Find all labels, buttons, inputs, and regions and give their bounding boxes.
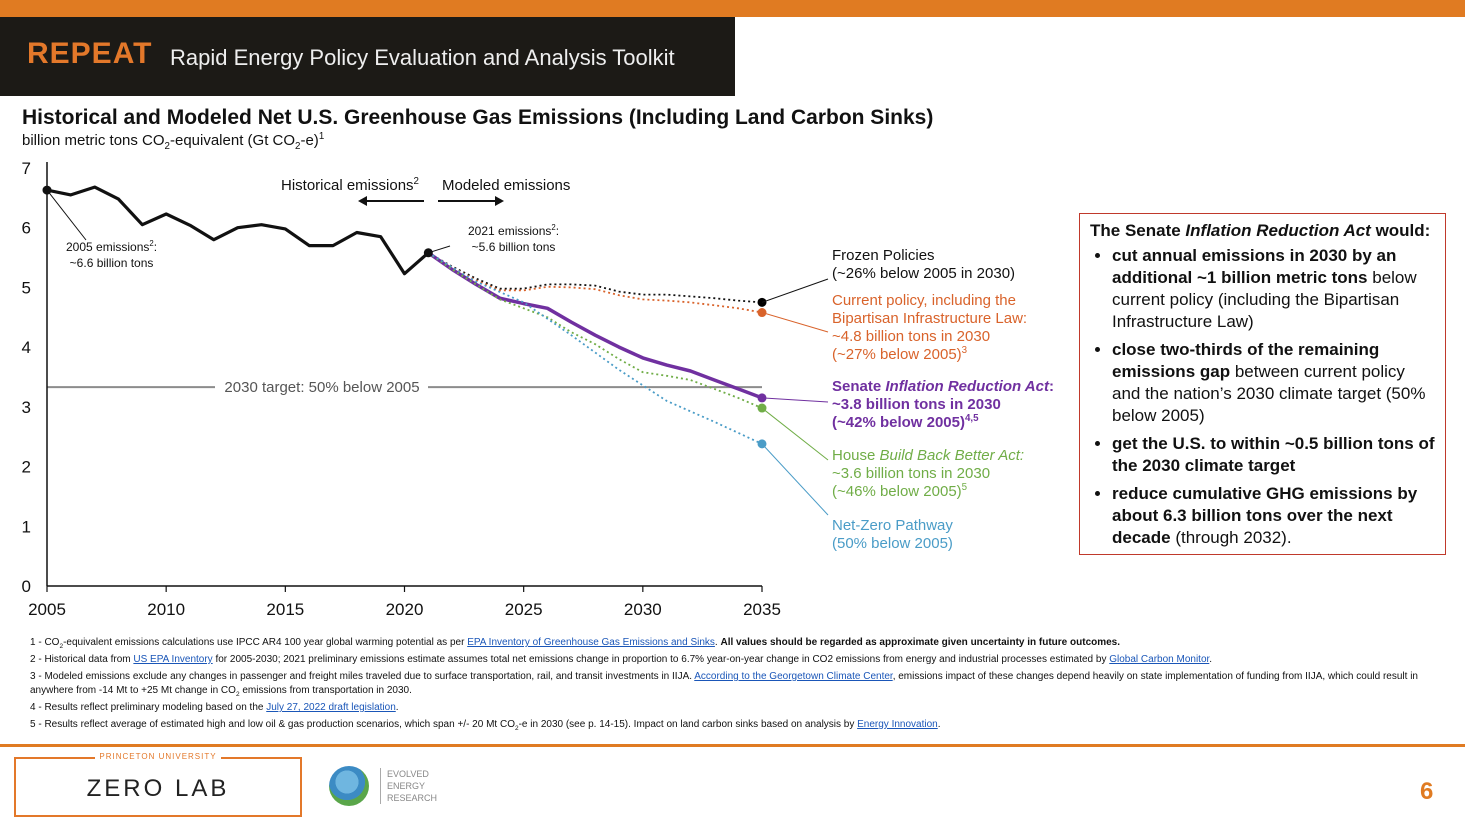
- x-tick-label: 2030: [624, 600, 662, 619]
- summary-item: close two-thirds of the remaining emissi…: [1112, 339, 1435, 427]
- label-frozen-policies: Frozen Policies (~26% below 2005 in 2030): [832, 247, 1016, 282]
- label-net-zero: Net-Zero Pathway (50% below 2005): [832, 517, 953, 552]
- leader-2021: [428, 245, 451, 254]
- leader-line-4: [761, 443, 829, 516]
- y-tick-label: 2: [22, 458, 31, 477]
- historical-label: Historical emissions2: [281, 176, 419, 194]
- series-line-3: [427, 252, 763, 409]
- princeton-label: PRINCETON UNIVERSITY: [95, 752, 221, 761]
- footnote-1: 1 - CO2-equivalent emissions calculation…: [30, 637, 1121, 650]
- y-tick-label: 0: [22, 577, 31, 596]
- annotation-2005: 2005 emissions2: ~6.6 billion tons: [66, 239, 158, 270]
- summary-item: reduce cumulative GHG emissions by about…: [1112, 483, 1435, 549]
- draft-legislation-link[interactable]: July 27, 2022 draft legislation: [266, 702, 396, 713]
- series-line-2: [427, 251, 763, 400]
- y-tick-label: 3: [22, 398, 31, 417]
- label-senate-ira: Senate Inflation Reduction Act: ~3.8 bill…: [832, 378, 1054, 431]
- chart-title: Historical and Modeled Net U.S. Greenhou…: [22, 106, 934, 129]
- label-house-bbb: House Build Back Better Act: ~3.6 billion…: [832, 447, 1025, 500]
- y-tick-label: 7: [22, 159, 31, 178]
- brand-logo: REPEAT: [27, 37, 153, 70]
- y-tick-label: 1: [22, 517, 31, 536]
- global-carbon-monitor-link[interactable]: Global Carbon Monitor: [1109, 654, 1210, 665]
- footnote-2: 2 - Historical data from US EPA Inventor…: [30, 654, 1213, 665]
- footnotes: 1 - CO2-equivalent emissions calculation…: [30, 636, 1440, 735]
- leader-line-1: [761, 312, 829, 333]
- target-label: 2030 target: 50% below 2005: [224, 379, 419, 396]
- summary-item: cut annual emissions in 2030 by an addit…: [1112, 245, 1435, 333]
- summary-heading: The Senate Inflation Reduction Act would…: [1090, 221, 1431, 240]
- series-line-4: [427, 252, 763, 445]
- summary-item: get the U.S. to within ~0.5 billion tons…: [1112, 433, 1435, 477]
- y-tick-label: 4: [22, 338, 31, 357]
- header-banner: REPEAT Rapid Energy Policy Evaluation an…: [0, 17, 735, 96]
- x-tick-label: 2010: [147, 600, 185, 619]
- historical-line: [46, 185, 430, 276]
- georgetown-link[interactable]: According to the Georgetown Climate Cent…: [694, 671, 893, 682]
- modeled-label: Modeled emissions: [442, 177, 571, 194]
- series-line-1: [427, 252, 763, 314]
- historical-arrow-head: [358, 196, 367, 206]
- epa-inventory-link[interactable]: EPA Inventory of Greenhouse Gas Emission…: [467, 637, 715, 648]
- evolved-energy-logo: EVOLVED ENERGY RESEARCH: [380, 768, 437, 804]
- zero-lab-label: ZERO LAB: [86, 775, 230, 802]
- x-tick-label: 2035: [743, 600, 781, 619]
- us-epa-inventory-link[interactable]: US EPA Inventory: [133, 654, 213, 665]
- chart-ylabel: billion metric tons CO2-equivalent (Gt C…: [22, 131, 325, 152]
- footnote-3: 3 - Modeled emissions exclude any change…: [30, 671, 1418, 698]
- x-tick-label: 2015: [266, 600, 304, 619]
- x-tick-label: 2020: [386, 600, 424, 619]
- x-tick-label: 2025: [505, 600, 543, 619]
- leader-line-0: [761, 278, 829, 303]
- page-number: 6: [1420, 778, 1434, 805]
- footnote-4: 4 - Results reflect preliminary modeling…: [30, 702, 399, 713]
- zero-lab-logo: PRINCETON UNIVERSITY ZERO LAB: [14, 752, 302, 817]
- modeled-arrow-head: [495, 196, 504, 206]
- x-tick-label: 2005: [28, 600, 66, 619]
- footnote-5: 5 - Results reflect average of estimated…: [30, 719, 941, 732]
- leader-line-2: [761, 397, 829, 403]
- label-current-policy: Current policy, including the Bipartisan …: [832, 292, 1028, 363]
- emissions-chart: 2030 target: 50% below 2005 0 1 2 3 4 5 6 7 2005 2…: [22, 159, 829, 619]
- y-tick-label: 6: [22, 219, 31, 238]
- annotation-2021: 2021 emissions2: ~5.6 billion tons: [468, 223, 560, 254]
- ira-summary-box: The Senate Inflation Reduction Act would…: [1079, 213, 1446, 555]
- series-line-0: [427, 252, 763, 304]
- leader-2005: [46, 189, 87, 241]
- brand-tagline: Rapid Energy Policy Evaluation and Analy…: [170, 45, 675, 70]
- footer-divider: [0, 744, 1465, 747]
- top-accent-bar: [0, 0, 1465, 17]
- y-tick-label: 5: [22, 278, 31, 297]
- summary-list: cut annual emissions in 2030 by an addit…: [1090, 245, 1435, 549]
- leader-line-3: [761, 407, 829, 461]
- energy-innovation-link[interactable]: Energy Innovation: [857, 719, 938, 730]
- globe-leaf-icon: [329, 766, 369, 806]
